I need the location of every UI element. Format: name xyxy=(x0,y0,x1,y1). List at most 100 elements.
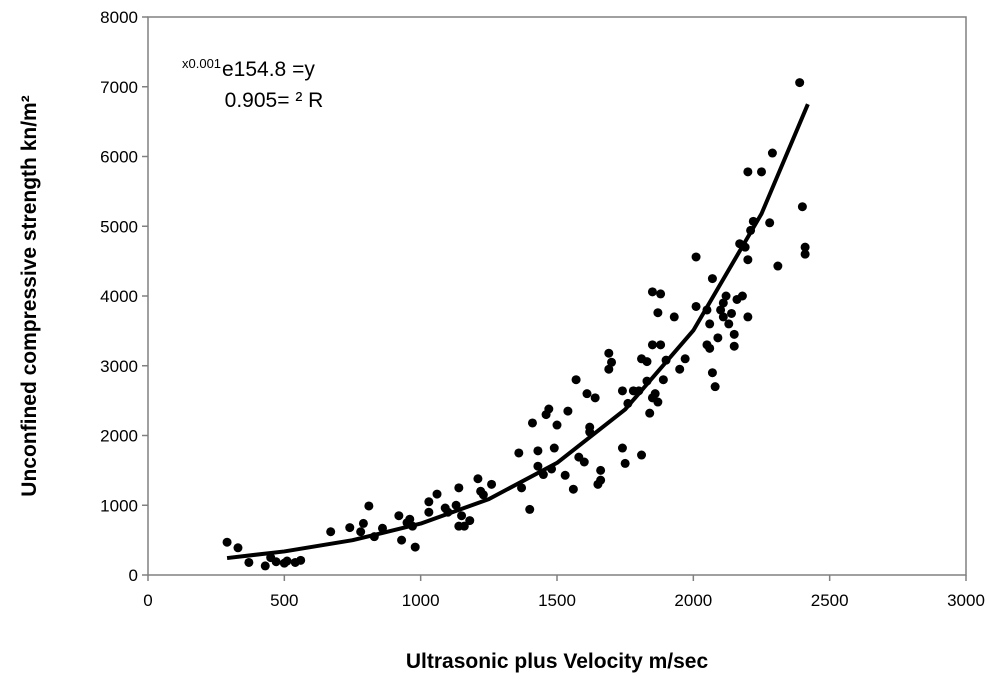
data-point xyxy=(457,511,467,521)
data-point xyxy=(473,474,483,484)
data-point xyxy=(451,500,461,510)
data-point xyxy=(617,443,627,453)
data-point xyxy=(647,340,657,350)
data-point xyxy=(653,397,663,407)
data-point xyxy=(424,507,434,517)
data-point xyxy=(721,291,731,301)
data-point xyxy=(533,446,543,456)
data-point xyxy=(707,368,717,378)
data-point xyxy=(675,364,685,374)
data-point xyxy=(533,461,543,471)
data-point xyxy=(296,555,306,565)
data-point xyxy=(487,479,497,489)
equation-exponent: x0.001 xyxy=(182,56,221,71)
y-tick-label: 1000 xyxy=(100,496,138,515)
x-tick-label: 2500 xyxy=(811,591,849,610)
r-squared: 0.905= ² R xyxy=(225,89,324,112)
data-point xyxy=(525,504,535,514)
data-point xyxy=(590,393,600,403)
data-point xyxy=(727,308,737,318)
data-point xyxy=(620,458,630,468)
data-point xyxy=(650,389,660,399)
data-point xyxy=(705,319,715,329)
data-point xyxy=(454,483,464,493)
data-point xyxy=(568,484,578,494)
data-point xyxy=(729,329,739,339)
data-point xyxy=(724,319,734,329)
data-point xyxy=(244,557,254,567)
y-tick-label: 7000 xyxy=(100,78,138,97)
trend-line xyxy=(226,103,810,561)
data-point xyxy=(563,406,573,416)
x-tick-label: 500 xyxy=(270,591,298,610)
data-point xyxy=(424,497,434,507)
data-point xyxy=(560,470,570,480)
y-tick-label: 5000 xyxy=(100,217,138,236)
y-tick-label: 3000 xyxy=(100,357,138,376)
data-point xyxy=(653,308,663,318)
data-point xyxy=(397,535,407,545)
data-point xyxy=(767,148,777,158)
data-point xyxy=(691,301,701,311)
equation: e154.8 =y xyxy=(222,58,315,81)
data-point xyxy=(707,274,717,284)
y-tick-label: 0 xyxy=(129,566,138,585)
y-tick-label: 8000 xyxy=(100,8,138,27)
data-point xyxy=(233,543,243,553)
data-point xyxy=(571,375,581,385)
data-point xyxy=(773,261,783,271)
data-point xyxy=(459,521,469,531)
data-point xyxy=(617,386,627,396)
data-point xyxy=(656,289,666,299)
data-point xyxy=(517,483,527,493)
data-point xyxy=(544,404,554,414)
data-point xyxy=(356,527,366,537)
data-point xyxy=(345,523,355,533)
x-tick-label: 0 xyxy=(143,591,152,610)
x-tick-label: 3000 xyxy=(947,591,985,610)
data-point xyxy=(271,557,281,567)
data-point xyxy=(691,252,701,262)
data-point xyxy=(757,167,766,177)
x-tick-label: 1000 xyxy=(402,591,440,610)
data-point xyxy=(718,312,728,322)
data-point xyxy=(743,255,753,265)
data-point xyxy=(579,457,589,467)
data-point xyxy=(710,382,720,392)
y-axis-title: Unconfined compressive strength kn/m² xyxy=(18,95,41,496)
data-point xyxy=(647,287,657,297)
data-point xyxy=(582,389,592,399)
data-point xyxy=(705,343,715,353)
data-point xyxy=(465,516,475,526)
data-point xyxy=(800,242,810,252)
data-point xyxy=(260,561,270,571)
data-point xyxy=(718,298,728,308)
data-point xyxy=(596,465,606,475)
data-point xyxy=(432,489,442,499)
data-point xyxy=(729,341,739,351)
data-point xyxy=(326,527,336,537)
data-point xyxy=(637,450,647,460)
x-tick-label: 1500 xyxy=(538,591,576,610)
y-tick-label: 2000 xyxy=(100,427,138,446)
data-point xyxy=(743,312,753,322)
data-point xyxy=(607,357,617,367)
data-point xyxy=(394,511,404,521)
data-point xyxy=(604,364,614,374)
data-point xyxy=(364,501,374,511)
data-point xyxy=(604,348,614,358)
data-point xyxy=(527,418,537,428)
x-tick-label: 2000 xyxy=(674,591,712,610)
data-point xyxy=(737,291,747,301)
data-point xyxy=(552,420,562,430)
x-axis-title: Ultrasonic plus Velocity m/sec xyxy=(406,650,709,673)
data-point xyxy=(358,518,368,528)
data-point xyxy=(716,305,726,315)
data-point xyxy=(765,218,775,228)
y-tick-label: 4000 xyxy=(100,287,138,306)
data-point xyxy=(680,354,690,364)
data-point xyxy=(478,490,488,500)
data-point xyxy=(405,514,415,524)
data-point xyxy=(795,78,805,88)
